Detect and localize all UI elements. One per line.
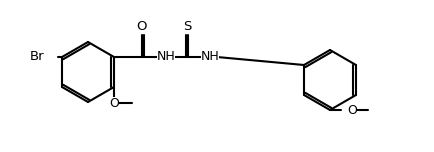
Text: O: O	[347, 104, 357, 116]
Text: O: O	[137, 21, 147, 33]
Text: S: S	[183, 21, 191, 33]
Text: NH: NH	[201, 50, 219, 64]
Text: NH: NH	[157, 50, 175, 64]
Text: O: O	[109, 97, 119, 109]
Text: Br: Br	[30, 50, 44, 64]
